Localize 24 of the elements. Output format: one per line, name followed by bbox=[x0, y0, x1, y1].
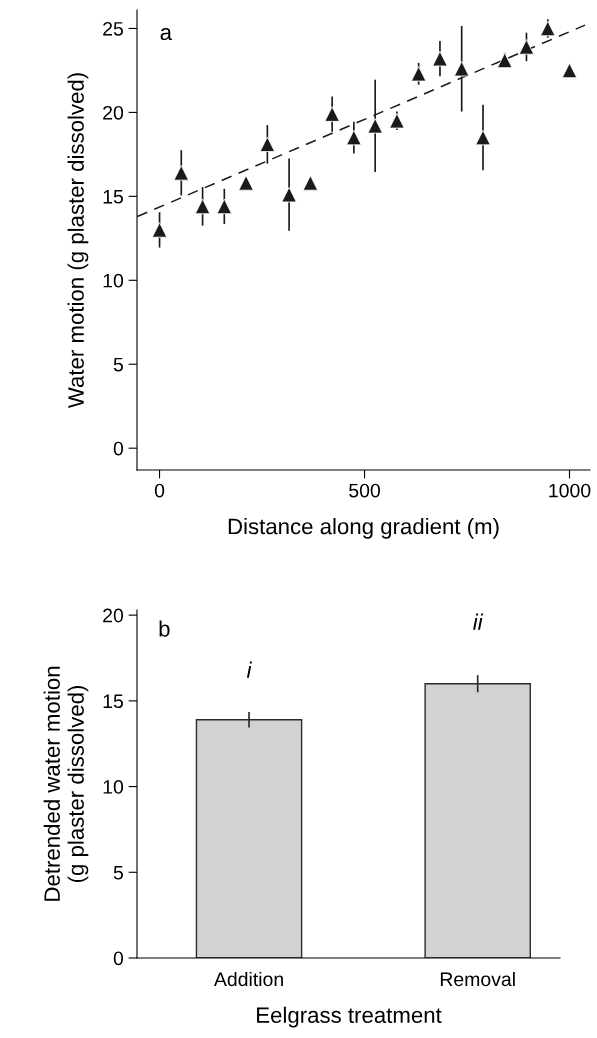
y-tick-label: 5 bbox=[113, 865, 123, 880]
y-axis-title: Water motion (g plaster dissolved) bbox=[67, 73, 89, 409]
y-tick-label: 20 bbox=[103, 608, 124, 623]
annotation: b bbox=[159, 620, 170, 637]
x-axis-title: Distance along gradient (m) bbox=[228, 517, 499, 539]
x-tick-label: Addition bbox=[213, 971, 283, 987]
y-tick-label: 5 bbox=[113, 357, 123, 372]
annotation: ii bbox=[473, 613, 484, 630]
x-tick-label: 0 bbox=[154, 483, 165, 498]
y-tick-label: 25 bbox=[103, 21, 123, 36]
x-tick-label: 1000 bbox=[549, 483, 591, 498]
y-tick-label: 0 bbox=[113, 441, 124, 456]
x-tick-label: Removal bbox=[440, 971, 515, 987]
y-tick-label: 0 bbox=[113, 951, 124, 966]
y-tick-label: 10 bbox=[103, 780, 124, 794]
y-tick-label: 10 bbox=[103, 273, 124, 288]
y-tick-label: 20 bbox=[103, 105, 124, 120]
annotation: a bbox=[160, 27, 173, 41]
y-axis-title: Detrended water motion (g plaster dissolved) bbox=[43, 666, 89, 901]
x-tick-label: 500 bbox=[349, 483, 380, 498]
y-tick-label: 15 bbox=[103, 190, 123, 204]
x-axis-title: Eelgrass treatment bbox=[257, 1006, 442, 1028]
annotation: i bbox=[246, 661, 253, 678]
y-tick-label: 15 bbox=[103, 694, 123, 709]
